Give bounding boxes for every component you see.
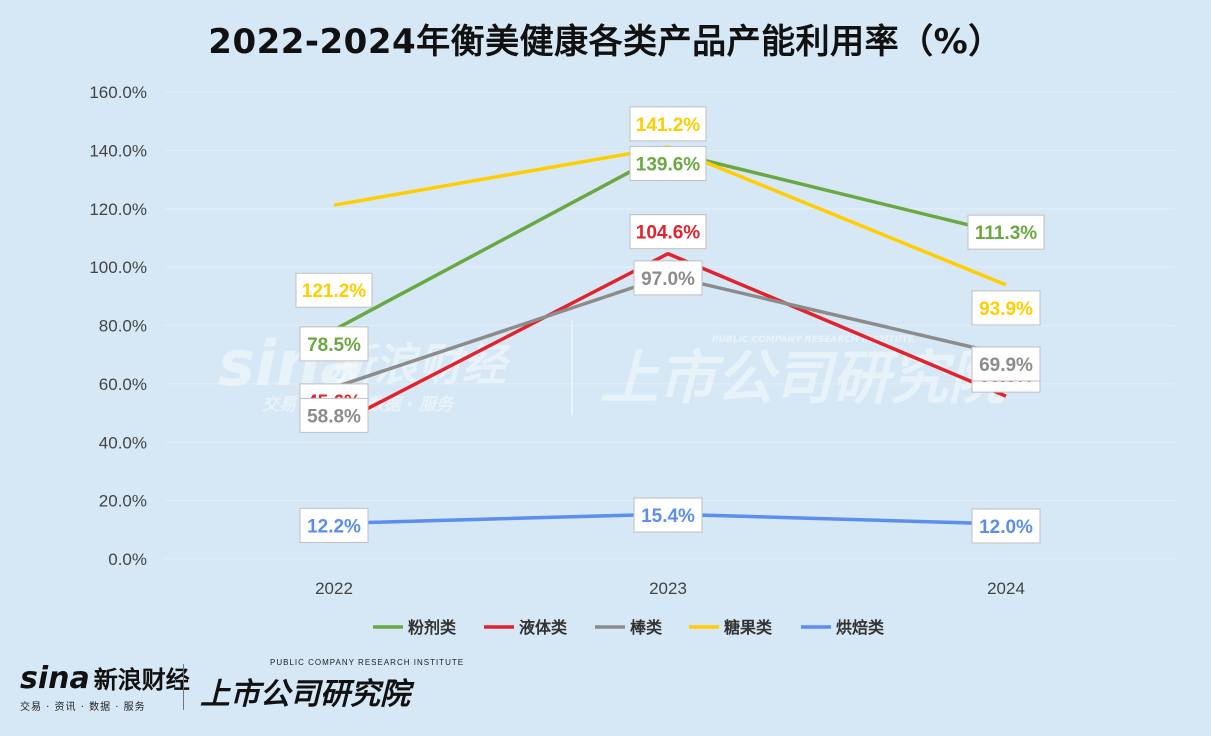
legend: 粉剂类 液体类 棒类 糖果类 烘焙类 [373,618,885,637]
data-label-text: 69.9% [979,355,1033,376]
data-labels: 78.5%139.6%111.3%45.6%104.6%55.8%58.8%97… [295,106,1045,544]
data-label: 141.2% [629,106,707,142]
institute-en-text: PUBLIC COMPANY RESEARCH INSTITUTE [270,658,465,667]
data-label-box [295,272,373,308]
data-label-text: 121.2% [302,281,367,302]
y-tick-label: 120.0% [89,200,147,219]
legend-item: 粉剂类 [373,618,457,637]
x-tick-label: 2024 [987,579,1025,598]
axes: 0.0% 20.0% 40.0% 60.0% 80.0% 100.0% 120.0% 140.… [89,83,1025,598]
data-label-text: 15.4% [641,506,695,527]
data-label: 104.6% [629,214,707,250]
data-label-text: 139.6% [636,155,701,176]
legend-item: 棒类 [595,618,663,637]
data-label-box [629,214,707,250]
watermark-institute-en: PUBLIC COMPANY RESEARCH INSTITUTE [712,335,915,345]
data-label-box [633,497,703,533]
y-tick-label: 20.0% [99,492,147,511]
data-label-box [299,326,369,362]
sina-tagline: 交易 · 资讯 · 数据 · 服务 [20,702,146,713]
y-tick-label: 80.0% [99,317,147,336]
data-label-text: 12.0% [979,517,1033,538]
legend-label: 棒类 [630,618,663,637]
legend-item: 糖果类 [689,618,773,637]
data-label-box [629,146,707,182]
legend-label: 烘焙类 [836,618,885,637]
y-tick-label: 160.0% [89,83,147,102]
chart-title: 2022-2024年衡美健康各类产品产能利用率（%） [208,22,1003,62]
data-label: 111.3% [967,214,1045,250]
data-label-box [299,507,369,543]
data-label-box [633,260,703,296]
institute-logo: PUBLIC COMPANY RESEARCH INSTITUTE 上市公司研究… [200,658,464,713]
y-tick-label: 100.0% [89,258,147,277]
data-label-text: 111.3% [975,223,1037,244]
legend-label: 糖果类 [724,618,773,637]
sina-cn-text: 新浪财经 [93,666,190,694]
data-label-text: 78.5% [307,335,361,356]
data-label-box [971,508,1041,544]
data-label-box [971,290,1041,326]
data-label: 97.0% [633,260,703,296]
y-tick-label: 60.0% [99,375,147,394]
series-line [333,251,1007,428]
data-label-text: 93.9% [979,299,1033,320]
data-label: 15.4% [633,497,703,533]
data-label-box [971,346,1041,382]
data-label-text: 104.6% [636,223,701,244]
legend-item: 液体类 [484,618,568,637]
line-chart: sina 新浪财经 交易 · 资讯 · 数据 · 服务 PUBLIC COMPA… [89,83,1175,637]
data-label: 139.6% [629,146,707,182]
data-label: 69.9% [971,346,1041,382]
data-label-text: 12.2% [307,516,361,537]
x-tick-label: 2022 [315,579,353,598]
data-label: 121.2% [295,272,373,308]
data-label: 78.5% [299,326,369,362]
footer-divider [183,664,184,710]
watermark-institute-cn: 上市公司研究院 [600,344,1015,412]
data-label: 93.9% [971,290,1041,326]
legend-label: 液体类 [519,618,568,637]
y-tick-label: 140.0% [89,141,147,160]
institute-cn-text: 上市公司研究院 [200,677,410,712]
footer: sina 新浪财经 交易 · 资讯 · 数据 · 服务 PUBLIC COMPAN… [0,650,1211,736]
y-tick-label: 0.0% [108,550,147,569]
watermark: sina 新浪财经 交易 · 资讯 · 数据 · 服务 PUBLIC COMPA… [218,320,1015,415]
data-label-box [629,106,707,142]
data-label-text: 58.8% [307,406,361,427]
watermark-divider [571,320,573,415]
data-label-box [299,397,369,433]
x-tick-label: 2023 [649,579,687,598]
data-label-text: 97.0% [641,269,695,290]
data-label-box [967,214,1045,250]
y-tick-label: 40.0% [99,433,147,452]
data-label-text: 141.2% [636,115,701,136]
sina-finance-logo: sina 新浪财经 交易 · 资讯 · 数据 · 服务 [20,660,190,713]
data-label: 58.8% [299,397,369,433]
data-label: 12.0% [971,508,1041,544]
legend-label: 粉剂类 [408,618,457,637]
sina-logo-text: sina [20,661,90,696]
legend-item: 烘焙类 [801,618,885,637]
data-label: 12.2% [299,507,369,543]
